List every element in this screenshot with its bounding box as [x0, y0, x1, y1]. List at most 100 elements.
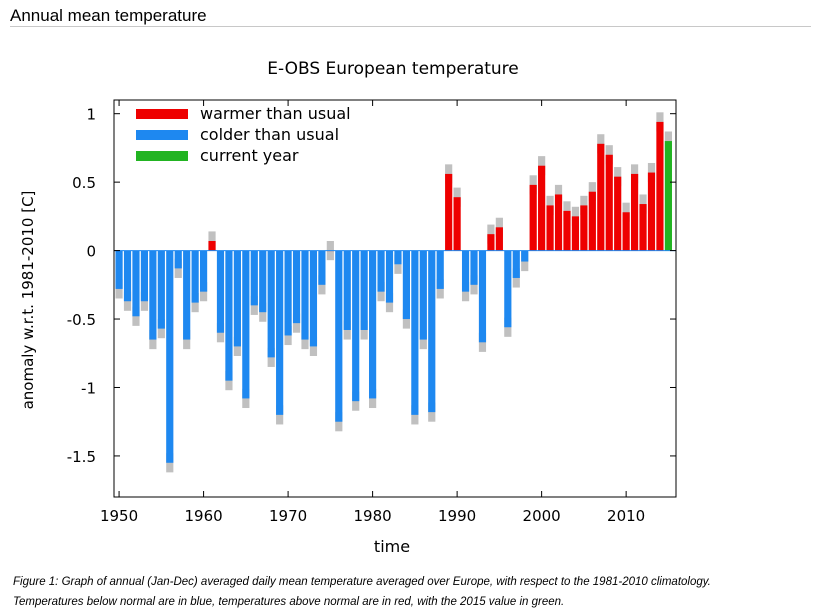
x-axis-label: time: [374, 537, 410, 556]
legend: warmer than usual colder than usual curren…: [136, 104, 351, 165]
bar-1973: [309, 250, 318, 347]
bar-1950: [115, 250, 123, 289]
legend-label-warm: warmer than usual: [200, 104, 351, 123]
caption-line-2: Temperatures below normal are in blue, t…: [13, 596, 565, 608]
caption-line-1: Figure 1: Graph of annual (Jan-Dec) aver…: [13, 576, 711, 588]
bar-1969: [276, 250, 284, 415]
bar-2015: [664, 141, 672, 251]
uncertainty-band: [622, 202, 630, 222]
bar-2006: [588, 191, 596, 251]
bar-2007: [597, 143, 605, 251]
y-axis-label: anomaly w.r.t. 1981-2010 [C]: [19, 191, 37, 410]
heading-divider: [10, 26, 811, 27]
bar-1987: [428, 250, 436, 413]
temperature-chart: E-OBS European temperature anomaly w.r.t…: [19, 59, 677, 556]
bar-1968: [267, 250, 275, 358]
y-tick-label: 1: [86, 106, 96, 124]
y-tick-label: 0: [86, 243, 96, 261]
bar-1960: [199, 250, 208, 292]
x-tick-label: 2010: [607, 507, 645, 525]
legend-swatch-warm: [136, 109, 188, 119]
bar-1998: [521, 250, 529, 262]
y-tick-label: 0.5: [72, 174, 96, 192]
bar-1959: [191, 250, 199, 303]
bar-1977: [343, 250, 351, 330]
figure-caption: Figure 1: Graph of annual (Jan-Dec) aver…: [13, 572, 813, 612]
bar-1967: [259, 250, 267, 313]
bar-1982: [385, 250, 394, 303]
uncertainty-band: [495, 217, 503, 237]
bar-1962: [216, 250, 225, 333]
bar-1996: [504, 250, 512, 328]
plot-frame: [113, 99, 677, 498]
bar-1970: [284, 250, 292, 336]
bar-1995: [495, 227, 503, 251]
bar-2002: [554, 194, 563, 251]
bar-1965: [242, 250, 250, 399]
bar-1956: [166, 250, 174, 463]
bar-1983: [394, 250, 402, 265]
legend-swatch-cold: [136, 130, 188, 140]
bar-1994: [487, 234, 495, 251]
bar-2004: [571, 216, 580, 251]
bar-1981: [377, 250, 385, 292]
bar-1972: [301, 250, 309, 340]
bar-1964: [233, 250, 241, 347]
legend-swatch-current: [136, 151, 188, 161]
bar-2012: [639, 204, 647, 251]
bar-2000: [538, 165, 546, 251]
bar-2009: [614, 176, 622, 251]
uncertainty-band: [605, 145, 613, 165]
x-tick-label: 1990: [438, 507, 476, 525]
bar-1953: [140, 250, 149, 302]
legend-label-current: current year: [200, 146, 299, 165]
bar-1980: [369, 250, 377, 399]
bar-1955: [157, 250, 165, 329]
bar-1984: [402, 250, 411, 320]
bar-2001: [546, 205, 554, 251]
bar-1997: [512, 250, 520, 278]
bar-1958: [183, 250, 191, 340]
bar-1978: [352, 250, 360, 402]
bar-1979: [360, 250, 368, 330]
bar-1993: [478, 250, 487, 343]
bar-2003: [563, 210, 571, 251]
bar-1957: [174, 250, 182, 269]
bar-1989: [445, 173, 453, 251]
page-heading: Annual mean temperature: [10, 6, 207, 25]
bar-1961: [208, 241, 216, 251]
uncertainty-band: [478, 332, 487, 352]
bar-1963: [225, 250, 233, 381]
y-tick-label: -1: [81, 379, 96, 397]
bar-1971: [292, 250, 301, 324]
y-tick-label: -0.5: [67, 311, 96, 329]
uncertainty-band: [656, 112, 664, 132]
bar-1954: [149, 250, 157, 340]
bar-1988: [436, 250, 444, 289]
x-tick-label: 1950: [100, 507, 138, 525]
bar-1985: [411, 250, 419, 415]
bar-1986: [419, 250, 427, 340]
legend-label-cold: colder than usual: [200, 125, 339, 144]
uncertainty-band: [538, 156, 546, 176]
axis-layer: 1 0.5 0 -0.5 -1 -1.5 1950 1960 1970 1980 1990 2000 2…: [67, 99, 677, 525]
x-tick-label: 1980: [354, 507, 392, 525]
bar-1999: [529, 184, 537, 251]
bar-1990: [453, 197, 461, 251]
bar-2010: [622, 212, 630, 251]
bar-1951: [123, 250, 132, 302]
uncertainty-band: [571, 206, 580, 226]
y-tick-label: -1.5: [67, 448, 96, 466]
bar-1952: [132, 250, 140, 317]
bar-2014: [656, 121, 664, 251]
bar-2013: [647, 172, 656, 251]
bars-layer: [115, 112, 672, 473]
chart-title: E-OBS European temperature: [267, 59, 519, 79]
bar-1991: [461, 250, 470, 292]
bar-2011: [630, 173, 639, 251]
uncertainty-band: [597, 134, 605, 154]
x-tick-label: 1970: [269, 507, 307, 525]
x-tick-label: 1960: [184, 507, 222, 525]
bar-2008: [605, 154, 613, 251]
bar-1966: [250, 250, 258, 306]
